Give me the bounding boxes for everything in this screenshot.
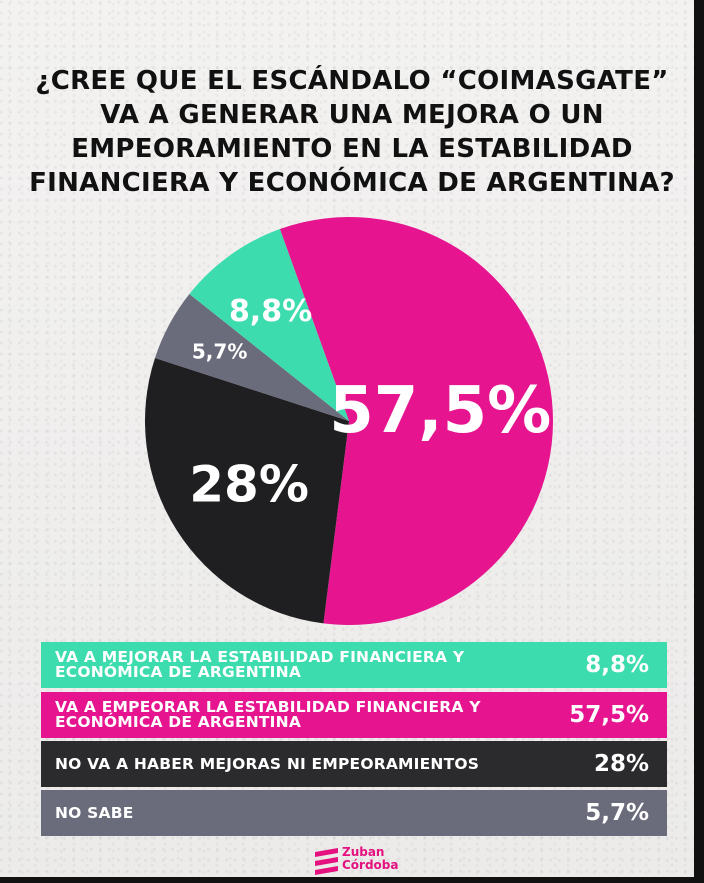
legend-label: NO VA A HABER MEJORAS NI EMPEORAMIENTOS — [55, 754, 480, 773]
right-border — [694, 0, 704, 883]
logo-mark-icon — [315, 848, 338, 875]
bottom-border — [0, 877, 704, 883]
chart-title: ¿CREE QUE EL ESCÁNDALO “COIMASGATE” VA A… — [29, 66, 675, 198]
legend-item-no-sabe: NO SABE 5,7% — [41, 790, 667, 836]
logo-text: Zuban Córdoba — [342, 845, 399, 872]
legend-label: NO SABE — [55, 803, 134, 822]
legend-label: VA A MEJORAR LA ESTABILIDAD FINANCIERA Y… — [55, 648, 465, 681]
zuban-cordoba-logo: Zuban Córdoba — [312, 846, 402, 880]
legend-value: 8,8% — [585, 652, 649, 678]
legend-item-sin-cambios: NO VA A HABER MEJORAS NI EMPEORAMIENTOS … — [41, 741, 667, 787]
legend-label: VA A EMPEORAR LA ESTABILIDAD FINANCIERA … — [55, 698, 481, 731]
legend-item-mejorar: VA A MEJORAR LA ESTABILIDAD FINANCIERA Y… — [41, 642, 667, 688]
legend-value: 57,5% — [569, 702, 649, 728]
legend-value: 5,7% — [585, 800, 649, 826]
legend-value: 28% — [593, 751, 649, 777]
legend-item-empeorar: VA A EMPEORAR LA ESTABILIDAD FINANCIERA … — [41, 692, 667, 738]
